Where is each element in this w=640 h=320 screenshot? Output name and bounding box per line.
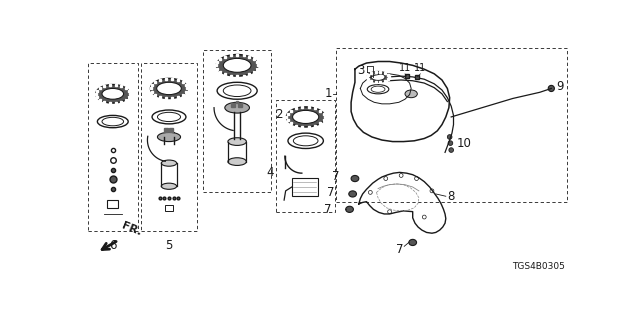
Text: 9: 9 (557, 80, 564, 92)
Ellipse shape (405, 90, 417, 98)
Text: FR.: FR. (120, 220, 143, 237)
Text: 6: 6 (109, 239, 116, 252)
Circle shape (448, 141, 452, 145)
Circle shape (548, 85, 554, 92)
Text: 7: 7 (332, 171, 340, 183)
Ellipse shape (216, 55, 258, 76)
Text: 11: 11 (399, 63, 411, 73)
Text: TGS4B0305: TGS4B0305 (512, 262, 565, 271)
Ellipse shape (223, 59, 251, 72)
Ellipse shape (157, 132, 180, 141)
Text: 7: 7 (396, 243, 403, 256)
Ellipse shape (225, 102, 250, 113)
Ellipse shape (102, 88, 124, 99)
Ellipse shape (292, 110, 319, 124)
Bar (292, 178, 318, 196)
Text: 10: 10 (456, 137, 472, 150)
Text: 2: 2 (275, 108, 282, 121)
Circle shape (449, 148, 454, 152)
Bar (88, 63, 138, 231)
Text: 1: 1 (324, 87, 332, 100)
Ellipse shape (371, 73, 385, 80)
Text: 3: 3 (358, 64, 365, 77)
Circle shape (447, 135, 452, 139)
Ellipse shape (351, 175, 359, 182)
Ellipse shape (157, 82, 181, 95)
Text: 4: 4 (267, 166, 274, 179)
Ellipse shape (409, 239, 417, 245)
Ellipse shape (349, 191, 356, 197)
Bar (204, 50, 271, 192)
Text: 5: 5 (165, 239, 173, 252)
Ellipse shape (150, 78, 188, 99)
Text: 7: 7 (324, 203, 331, 216)
Ellipse shape (367, 71, 389, 82)
Ellipse shape (228, 138, 246, 145)
Ellipse shape (161, 160, 177, 166)
Bar (141, 63, 197, 231)
Bar (165, 205, 173, 211)
Ellipse shape (346, 206, 353, 212)
Bar (108, 200, 118, 208)
Text: 11: 11 (414, 63, 426, 73)
Text: 8: 8 (447, 190, 455, 203)
Ellipse shape (228, 158, 246, 165)
Bar (276, 100, 335, 212)
Ellipse shape (287, 107, 325, 127)
Ellipse shape (96, 84, 130, 103)
Ellipse shape (161, 183, 177, 189)
Bar (336, 48, 566, 202)
Text: 7: 7 (328, 186, 335, 199)
